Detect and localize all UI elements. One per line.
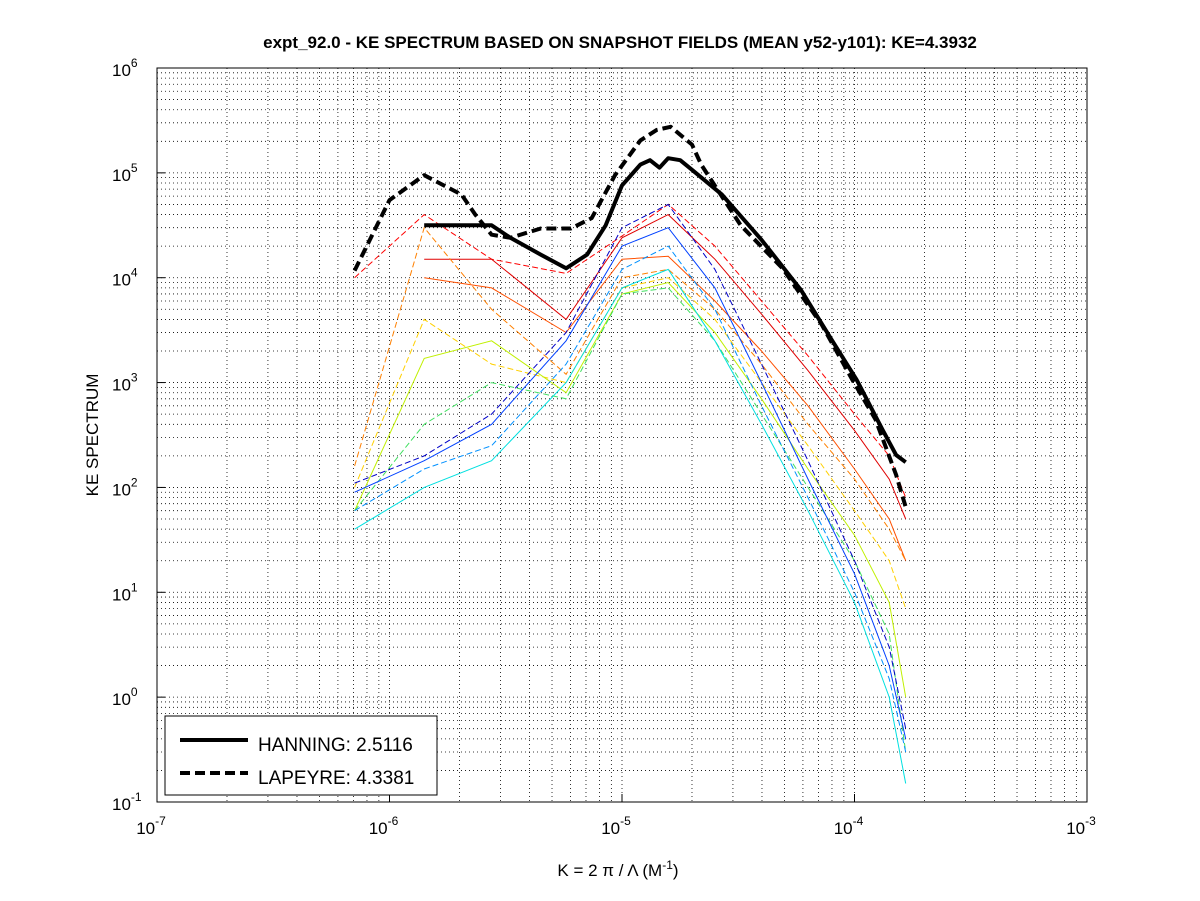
grid (157, 68, 1087, 802)
y-axis-label: KE SPECTRUM (83, 374, 102, 497)
spectrum-line-10 (354, 203, 907, 729)
y-tick-label: 100 (112, 685, 138, 709)
y-tick-label: 104 (112, 266, 138, 290)
series-group (352, 124, 908, 784)
spectrum-line-2 (424, 255, 907, 561)
x-tick-label: 10-7 (136, 814, 166, 838)
x-tick-label: 10-3 (1066, 814, 1096, 838)
spectrum-line-6 (354, 287, 907, 753)
y-tick-label: 10-1 (112, 790, 142, 814)
spectrum-line-8 (354, 245, 907, 753)
spectrum-line-9 (354, 227, 907, 740)
lapeyre-line (352, 124, 908, 508)
legend-lapeyre-label: LAPEYRE: 4.3381 (258, 768, 414, 789)
spectrum-line-5 (354, 281, 907, 698)
x-tick-label: 10-6 (369, 814, 399, 838)
spectrum-line-0 (354, 203, 907, 498)
spectrum-line-3 (354, 226, 907, 561)
y-tick-label: 101 (112, 580, 138, 604)
spectrum-line-7 (354, 268, 907, 784)
legend-hanning-label: HANNING: 2.5116 (258, 735, 413, 756)
y-tick-label: 105 (112, 161, 138, 185)
x-axis-label: K = 2 π / Λ (M-1) (557, 858, 678, 880)
spectrum-line-4 (354, 277, 907, 609)
x-tick-label: 10-5 (601, 814, 631, 838)
hanning-line (424, 156, 907, 464)
legend: HANNING: 2.5116 LAPEYRE: 4.3381 (164, 715, 438, 796)
x-tick-label: 10-4 (834, 814, 864, 838)
y-tick-label: 106 (112, 56, 138, 80)
y-tick-label: 103 (112, 371, 138, 395)
y-tick-label: 102 (112, 475, 138, 499)
chart-title: expt_92.0 - KE SPECTRUM BASED ON SNAPSHO… (263, 33, 977, 52)
legend-box (164, 715, 438, 796)
tick-labels: 10-7 10-6 10-5 10-4 10-3 10-1 100 101 102 103 104 1… (112, 56, 1096, 838)
spectrum-line-1 (424, 213, 907, 520)
